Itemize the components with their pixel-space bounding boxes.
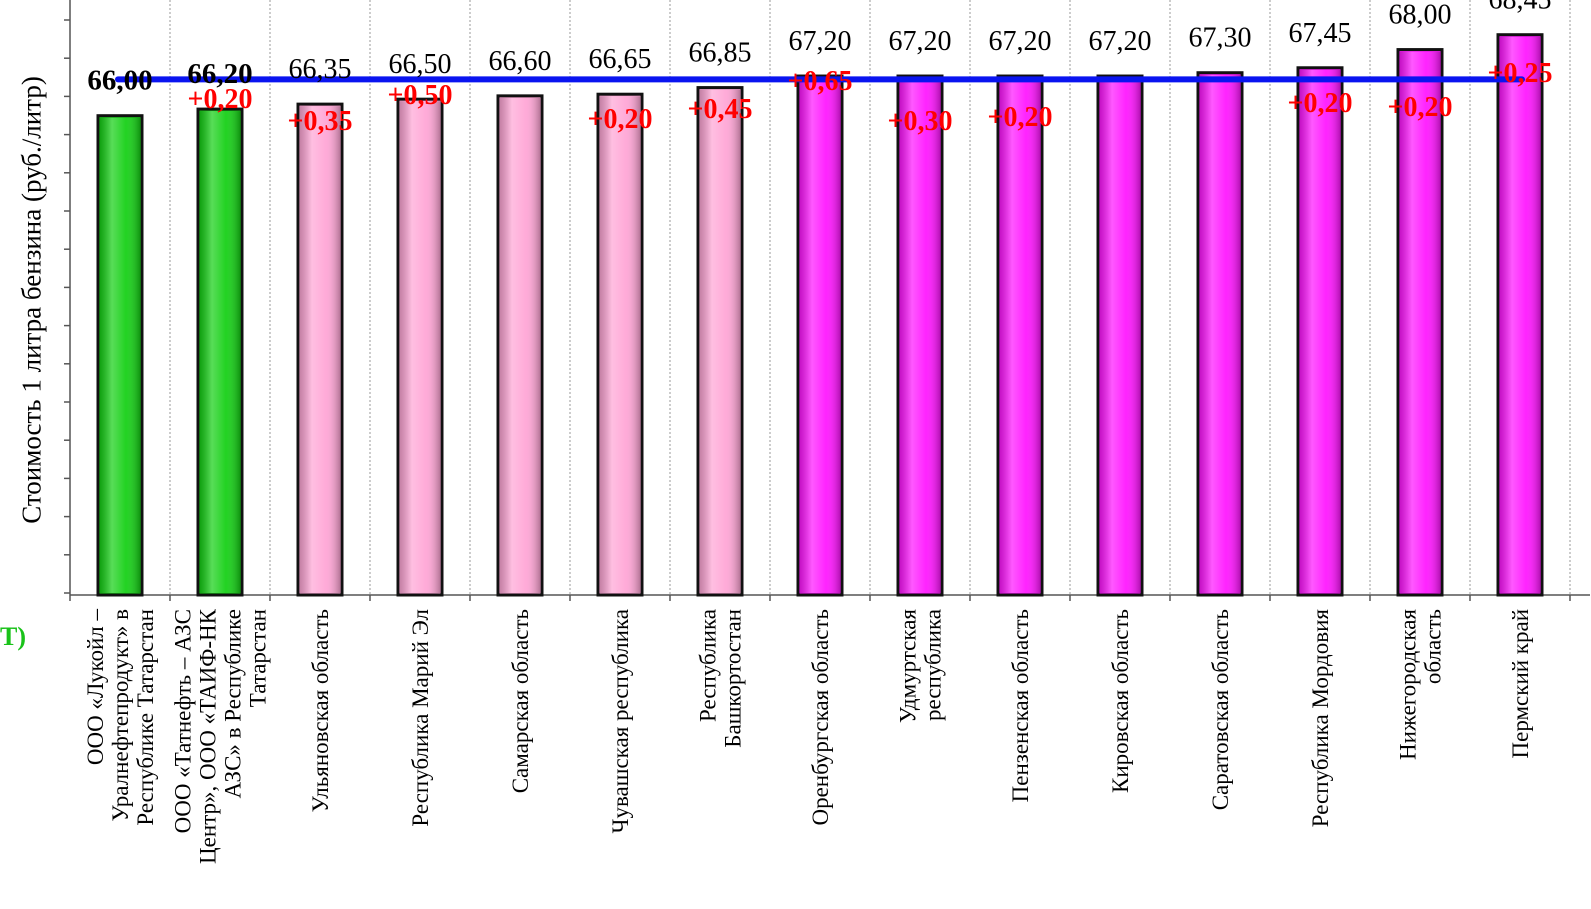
category-label: Пензенская область	[1008, 609, 1033, 802]
value-label: 66,50	[389, 49, 452, 80]
value-label: 67,20	[989, 26, 1052, 57]
bar-highlight	[1500, 36, 1540, 594]
value-label: 67,45	[1289, 18, 1352, 49]
svg-text:Нижегородскаяобласть: Нижегородскаяобласть	[1396, 609, 1446, 760]
svg-text:Пензенская область: Пензенская область	[1008, 609, 1033, 802]
bar-highlight	[700, 89, 740, 593]
svg-text:Пермский край: Пермский край	[1508, 609, 1533, 758]
bar-highlight	[500, 97, 540, 593]
category-label: Самарская область	[508, 609, 533, 793]
svg-text:РеспубликаБашкортостан: РеспубликаБашкортостан	[696, 609, 746, 748]
bar-highlight	[1100, 78, 1140, 594]
value-label: 66,65	[589, 44, 652, 75]
category-label: Пермский край	[1508, 609, 1533, 758]
category-label: Нижегородскаяобласть	[1396, 609, 1446, 760]
svg-text:Кировская область: Кировская область	[1108, 609, 1133, 793]
svg-text:Оренбургская область: Оренбургская область	[808, 609, 833, 826]
svg-text:ООО «Лукойл –Уралнефтепродукт»: ООО «Лукойл –Уралнефтепродукт» вРеспубли…	[83, 609, 158, 826]
change-label: +0,20	[588, 104, 653, 135]
bar-highlight	[1400, 51, 1440, 594]
bar-highlight	[200, 111, 240, 593]
change-label: +0,20	[1288, 88, 1353, 119]
value-label: 68,45	[1489, 0, 1552, 16]
bar-highlight	[300, 106, 340, 593]
category-label: РеспубликаБашкортостан	[696, 609, 746, 748]
bar-highlight	[1300, 69, 1340, 593]
change-label: +0,20	[988, 102, 1053, 133]
change-label: +0,20	[188, 84, 253, 115]
change-label: +0,35	[288, 106, 353, 137]
value-label: 66,00	[87, 65, 152, 97]
category-label: Чувашская республика	[608, 609, 633, 833]
svg-text:ООО «Татнефть – АЗСЦентр», ООО: ООО «Татнефть – АЗСЦентр», ООО «ТАИФ-НКА…	[171, 608, 271, 864]
category-label: ООО «Лукойл –Уралнефтепродукт» вРеспубли…	[83, 609, 158, 826]
value-label: 67,20	[789, 26, 852, 57]
y-axis-label: Стоимость 1 литра бензина (руб./литр)	[16, 76, 47, 524]
value-label: 66,85	[689, 38, 752, 69]
left-edge-fragment: Т)	[0, 622, 26, 651]
category-label: Удмуртскаяреспублика	[896, 609, 946, 724]
change-label: +0,20	[1388, 92, 1453, 123]
change-label: +0,50	[388, 80, 453, 111]
change-label: +0,25	[1488, 58, 1553, 89]
value-label: 67,20	[1089, 26, 1152, 57]
bar-highlight	[100, 117, 140, 593]
category-label: Республика Мордовия	[1308, 609, 1333, 828]
value-label: 66,20	[187, 58, 252, 90]
bar-highlight	[1200, 74, 1240, 593]
svg-text:Республика Мордовия: Республика Мордовия	[1308, 609, 1333, 828]
bar-highlight	[900, 78, 940, 594]
value-label: 67,20	[889, 26, 952, 57]
value-label: 68,00	[1389, 0, 1452, 31]
category-label: Ульяновская область	[308, 609, 333, 812]
bar-highlight	[600, 96, 640, 593]
value-label: 67,30	[1189, 23, 1252, 54]
category-label: Кировская область	[1108, 609, 1133, 793]
category-label: Республика Марий Эл	[408, 609, 433, 827]
bar-highlight	[800, 78, 840, 594]
change-label: +0,30	[888, 106, 953, 137]
svg-text:Чувашская республика: Чувашская республика	[608, 609, 633, 833]
svg-text:Удмуртскаяреспублика: Удмуртскаяреспублика	[896, 609, 946, 724]
svg-text:Саратовская область: Саратовская область	[1208, 609, 1233, 810]
svg-text:Самарская область: Самарская область	[508, 609, 533, 793]
category-label: ООО «Татнефть – АЗСЦентр», ООО «ТАИФ-НКА…	[171, 608, 271, 864]
value-label: 66,35	[289, 54, 352, 85]
value-label: 66,60	[489, 46, 552, 77]
change-label: +0,45	[688, 94, 753, 125]
bar-highlight	[1000, 78, 1040, 594]
category-label: Оренбургская область	[808, 609, 833, 826]
change-label: +0,65	[788, 66, 853, 97]
svg-text:Ульяновская область: Ульяновская область	[308, 609, 333, 812]
bar-highlight	[400, 101, 440, 594]
svg-text:Республика Марий Эл: Республика Марий Эл	[408, 609, 433, 827]
category-label: Саратовская область	[1208, 609, 1233, 810]
